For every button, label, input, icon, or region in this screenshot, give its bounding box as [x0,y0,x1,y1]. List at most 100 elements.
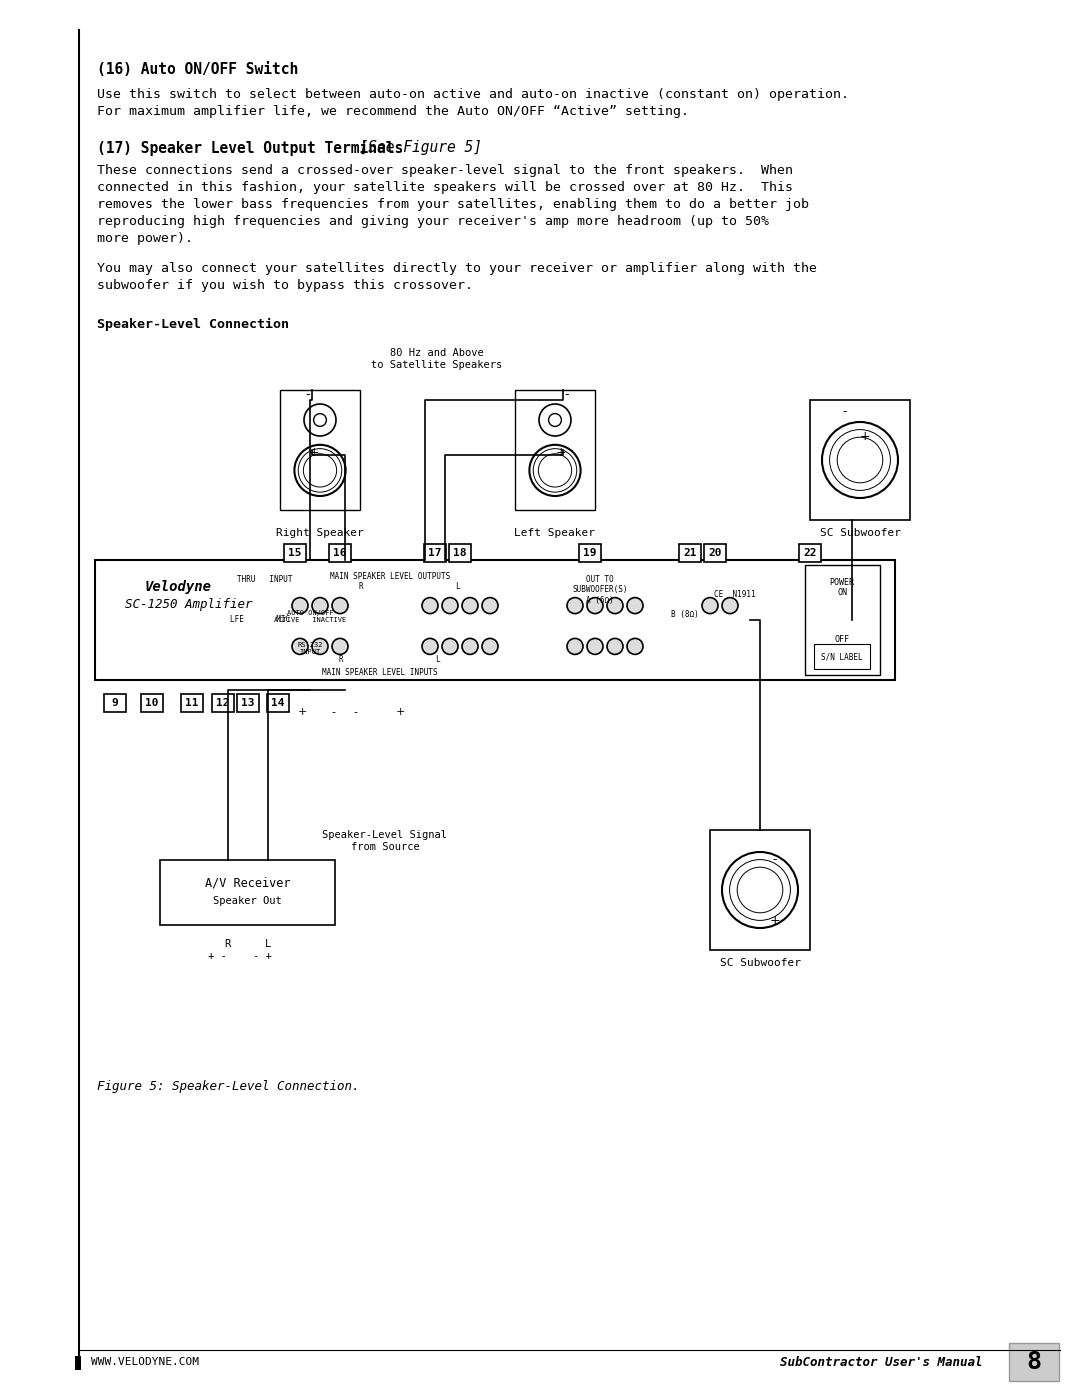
Text: 12: 12 [216,698,230,708]
Text: For maximum amplifier life, we recommend the Auto ON/OFF “Active” setting.: For maximum amplifier life, we recommend… [97,105,689,117]
Text: Right Speaker: Right Speaker [276,528,364,538]
Circle shape [627,598,643,613]
Text: L: L [265,939,271,949]
Text: 13: 13 [241,698,255,708]
Text: reproducing high frequencies and giving your receiver's amp more headroom (up to: reproducing high frequencies and giving … [97,215,769,228]
Text: -: - [330,707,335,717]
FancyBboxPatch shape [449,543,471,562]
FancyBboxPatch shape [141,694,163,712]
Text: 10: 10 [145,698,159,708]
Text: WWW.VELODYNE.COM: WWW.VELODYNE.COM [91,1356,199,1368]
Text: LFE       MIC: LFE MIC [230,615,291,624]
Text: RS-232
INPUT: RS-232 INPUT [297,643,323,655]
Circle shape [567,638,583,654]
Circle shape [312,638,328,654]
Circle shape [549,414,562,426]
Text: removes the lower bass frequencies from your satellites, enabling them to do a b: removes the lower bass frequencies from … [97,198,809,211]
FancyBboxPatch shape [579,543,600,562]
Circle shape [442,638,458,654]
Text: 21: 21 [684,548,697,557]
Text: MAIN SPEAKER LEVEL INPUTS: MAIN SPEAKER LEVEL INPUTS [322,668,437,678]
FancyBboxPatch shape [329,543,351,562]
Text: SubContractor User's Manual: SubContractor User's Manual [780,1355,983,1369]
Circle shape [462,638,478,654]
Text: MAIN SPEAKER LEVEL OUTPUTS: MAIN SPEAKER LEVEL OUTPUTS [329,571,450,581]
Text: B (8Ω): B (8Ω) [671,610,699,619]
FancyBboxPatch shape [799,543,821,562]
Circle shape [539,404,571,436]
Text: -: - [306,388,310,401]
FancyBboxPatch shape [424,543,446,562]
Circle shape [462,598,478,613]
Circle shape [567,598,583,613]
FancyBboxPatch shape [1009,1343,1059,1382]
Text: S/N LABEL: S/N LABEL [821,652,863,661]
Circle shape [292,638,308,654]
Circle shape [607,638,623,654]
Circle shape [627,638,643,654]
FancyBboxPatch shape [212,694,234,712]
Text: Velodyne: Velodyne [145,580,212,594]
Text: +: + [770,914,781,926]
Bar [75,1356,81,1370]
Circle shape [313,414,326,426]
Circle shape [295,444,346,496]
FancyBboxPatch shape [160,861,335,925]
Text: -: - [842,405,847,419]
Text: SC-1250 Amplifier: SC-1250 Amplifier [125,598,253,610]
FancyBboxPatch shape [237,694,259,712]
Text: Speaker-Level Connection: Speaker-Level Connection [97,319,288,331]
Text: +: + [309,446,320,458]
Text: 15: 15 [288,548,301,557]
Text: connected in this fashion, your satellite speakers will be crossed over at 80 Hz: connected in this fashion, your satellit… [97,182,793,194]
Bar [805,564,880,675]
FancyBboxPatch shape [181,694,203,712]
FancyBboxPatch shape [267,694,289,712]
Text: -: - [773,854,778,866]
Circle shape [312,598,328,613]
Text: SC Subwoofer: SC Subwoofer [719,958,800,968]
Text: -: - [565,388,569,401]
Circle shape [822,422,897,497]
FancyBboxPatch shape [704,543,726,562]
Bar [515,390,595,510]
Text: + -: + - [208,951,227,961]
Text: +: + [556,446,566,458]
Text: -: - [353,707,357,717]
Text: (17) Speaker Level Output Terminals: (17) Speaker Level Output Terminals [97,140,403,156]
Text: 8: 8 [1026,1350,1041,1375]
Bar [710,830,810,950]
Text: These connections send a crossed-over speaker-level signal to the front speakers: These connections send a crossed-over sp… [97,163,793,177]
Text: Speaker Out: Speaker Out [213,895,282,905]
Text: more power).: more power). [97,232,193,244]
Text: Left Speaker: Left Speaker [514,528,595,538]
Text: +: + [860,429,870,443]
Text: 16: 16 [334,548,347,557]
Bar [810,400,910,520]
Circle shape [422,598,438,613]
Text: 17: 17 [429,548,442,557]
FancyBboxPatch shape [104,694,126,712]
Text: OUT TO
SUBWOOFER(S)
A (6Ω): OUT TO SUBWOOFER(S) A (6Ω) [572,576,627,605]
Text: A/V Receiver: A/V Receiver [205,876,291,888]
Text: You may also connect your satellites directly to your receiver or amplifier alon: You may also connect your satellites dir… [97,263,816,275]
Circle shape [529,444,581,496]
Text: 14: 14 [271,698,285,708]
Text: R                    L: R L [339,655,441,664]
Text: THRU   INPUT: THRU INPUT [238,576,293,584]
Circle shape [422,638,438,654]
Bar [95,560,895,680]
Text: 80 Hz and Above
to Satellite Speakers: 80 Hz and Above to Satellite Speakers [372,348,502,370]
Circle shape [482,598,498,613]
Text: [See Figure 5]: [See Figure 5] [342,140,482,155]
Text: 9: 9 [111,698,119,708]
Text: Speaker-Level Signal
from Source: Speaker-Level Signal from Source [323,830,447,852]
Circle shape [442,598,458,613]
Text: subwoofer if you wish to bypass this crossover.: subwoofer if you wish to bypass this cro… [97,279,473,292]
Text: R                    L: R L [360,583,461,591]
Text: Use this switch to select between auto-on active and auto-on inactive (constant : Use this switch to select between auto-o… [97,88,849,101]
Text: 18: 18 [454,548,467,557]
Circle shape [607,598,623,613]
Circle shape [588,598,603,613]
Text: Figure 5: Speaker-Level Connection.: Figure 5: Speaker-Level Connection. [97,1080,360,1092]
